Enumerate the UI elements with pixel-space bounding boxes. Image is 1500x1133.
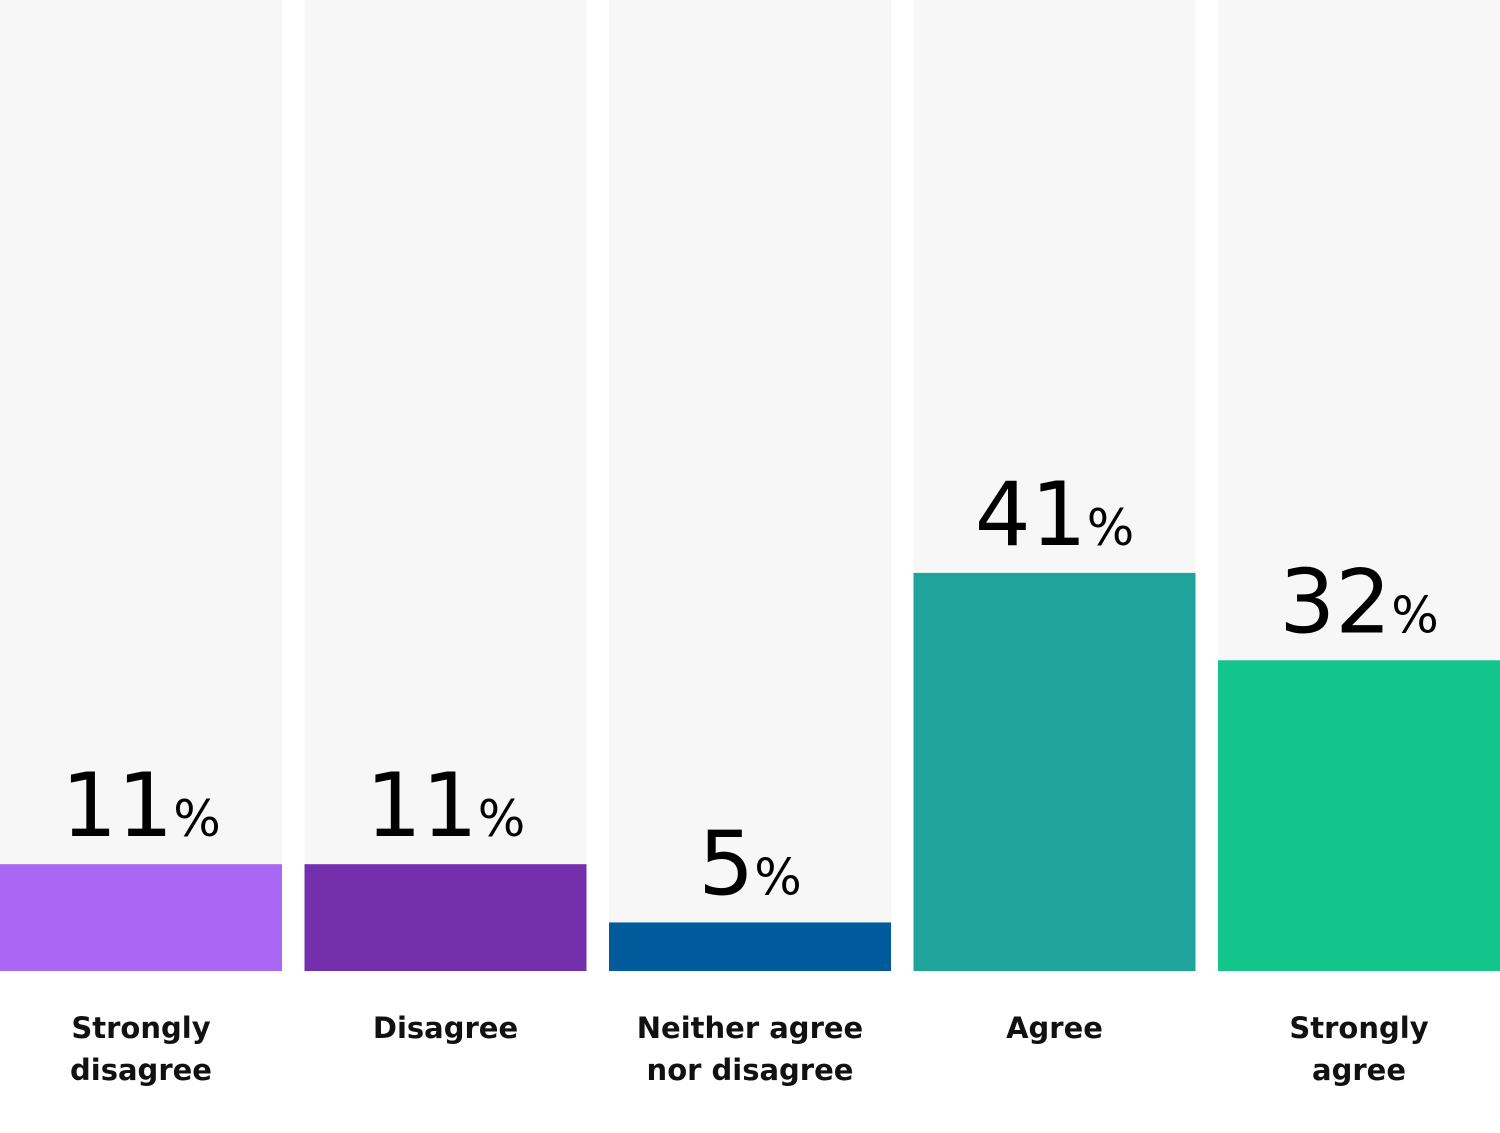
bar xyxy=(304,864,587,971)
category-label: Strongly xyxy=(1289,1011,1428,1045)
bar-track xyxy=(304,0,587,971)
data-label: 41% xyxy=(975,463,1135,566)
bar xyxy=(0,864,282,971)
bar-track xyxy=(0,0,282,971)
data-label: 11% xyxy=(61,754,221,857)
category-label: disagree xyxy=(70,1053,212,1087)
category-label: Strongly xyxy=(71,1011,210,1045)
data-label: 11% xyxy=(366,754,526,857)
category-label: Agree xyxy=(1006,1011,1103,1045)
bar xyxy=(913,572,1196,971)
category-label: Neither agree xyxy=(637,1011,863,1045)
bar xyxy=(609,922,891,971)
category-label: agree xyxy=(1312,1053,1406,1087)
data-label: 5% xyxy=(698,812,802,915)
category-label: nor disagree xyxy=(647,1053,854,1087)
category-label: Disagree xyxy=(373,1011,518,1045)
bar-track xyxy=(609,0,891,971)
data-label: 32% xyxy=(1279,550,1439,653)
bar xyxy=(1218,660,1500,971)
